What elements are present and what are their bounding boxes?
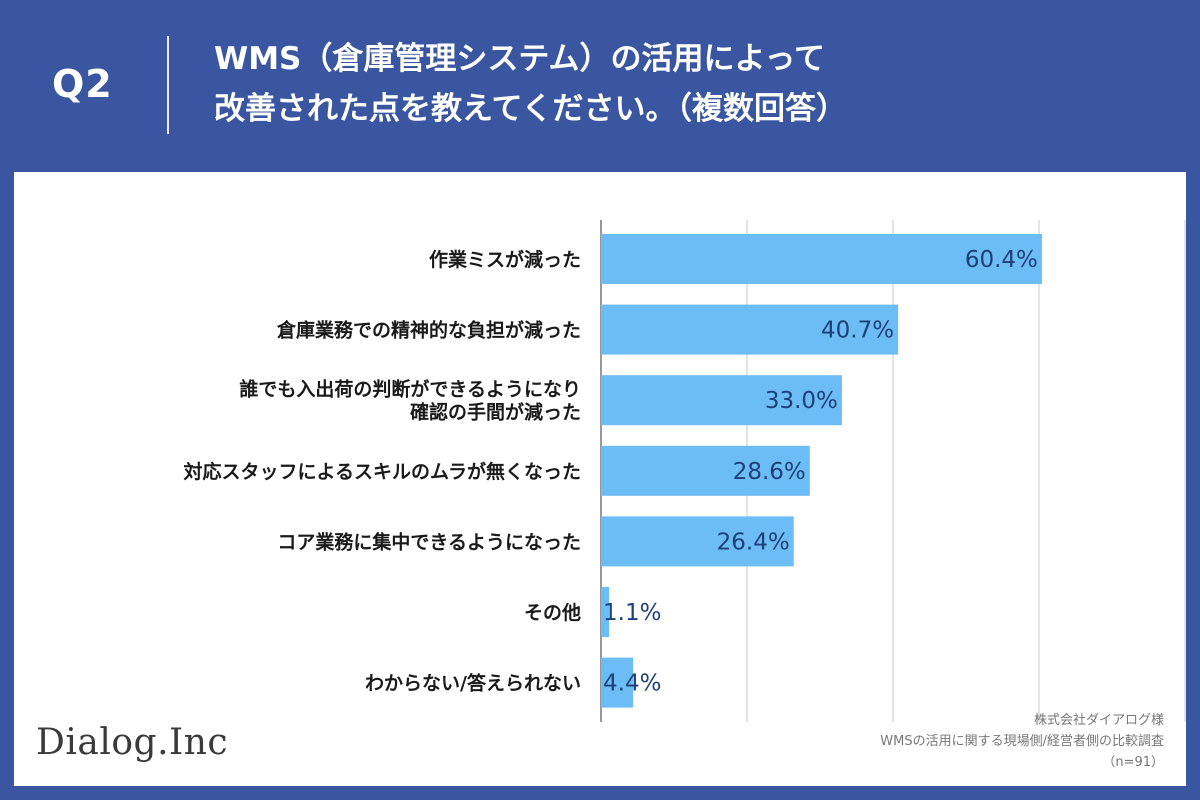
question-title-line-1: WMS（倉庫管理システム）の活用によって: [214, 41, 825, 77]
bar: [601, 234, 1042, 284]
company-logo: Dialog.Inc: [36, 722, 229, 763]
survey-source: 株式会社ダイアログ様 WMSの活用に関する現場側/経営者側の比較調査 （n=91…: [744, 710, 1164, 773]
bar: [601, 375, 842, 426]
chart-panel: 作業ミスが減った倉庫業務での精神的な負担が減った誰でも入出荷の判断ができるように…: [14, 172, 1186, 786]
category-label: 倉庫業務での精神的な負担が減った: [276, 319, 581, 342]
bar: [601, 516, 794, 567]
value-label: 28.6%: [733, 459, 806, 485]
category-label: その他: [524, 601, 581, 624]
chart-category-labels: 作業ミスが減った倉庫業務での精神的な負担が減った誰でも入出荷の判断ができるように…: [183, 248, 581, 695]
question-title-line-2: 改善された点を教えてください。（複数回答）: [214, 91, 848, 127]
source-survey: WMSの活用に関する現場側/経営者側の比較調査: [880, 734, 1164, 749]
category-label: 対応スタッフによるスキルのムラが無くなった: [183, 460, 581, 483]
value-label: 4.4%: [603, 671, 661, 697]
category-label: 作業ミスが減った: [429, 248, 581, 271]
source-sample-size: （n=91）: [1102, 755, 1164, 770]
header-divider: [167, 36, 169, 134]
category-label: わからない/答えられない: [365, 672, 581, 695]
value-label: 1.1%: [603, 600, 661, 626]
header: Q2 WMS（倉庫管理システム）の活用によって 改善された点を教えてください。（…: [0, 0, 1200, 172]
bar: [601, 445, 810, 496]
category-label: コア業務に集中できるようになった: [277, 530, 581, 553]
bar: [601, 304, 899, 355]
question-title: WMS（倉庫管理システム）の活用によって 改善された点を教えてください。（複数回…: [214, 34, 1174, 134]
value-label: 60.4%: [965, 247, 1038, 273]
value-label: 33.0%: [765, 388, 838, 414]
chart-value-labels: 60.4% 40.7% 33.0% 28.6% 26.4% 1.1% 4.4%: [603, 247, 1038, 697]
category-label: 誰でも入出荷の判断ができるようになり確認の手間が減った: [239, 378, 581, 424]
bar-chart: 作業ミスが減った倉庫業務での精神的な負担が減った誰でも入出荷の判断ができるように…: [183, 220, 1186, 722]
source-company: 株式会社ダイアログ様: [1033, 713, 1164, 728]
value-label: 26.4%: [717, 529, 790, 555]
chart-bars: [601, 234, 1042, 708]
question-number: Q2: [52, 62, 113, 106]
bar: [601, 657, 634, 708]
value-label: 40.7%: [821, 318, 894, 344]
bar: [601, 587, 610, 637]
